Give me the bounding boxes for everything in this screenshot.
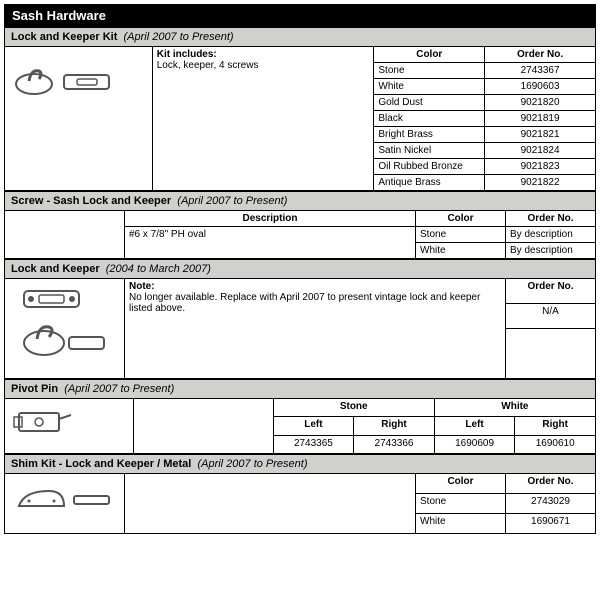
old-lock-icon <box>9 281 119 371</box>
shim-title-italic: (April 2007 to Present) <box>197 458 307 470</box>
pivot-stone-header: Stone <box>273 399 434 417</box>
cell: Right <box>515 417 596 435</box>
old-image-cell <box>5 279 125 379</box>
shim-kit-icon <box>9 476 119 521</box>
old-col-order: Order No. <box>506 279 596 304</box>
screw-col-order: Order No. <box>506 211 596 227</box>
cell: Left <box>434 417 515 435</box>
shim-table: Color Order No. Stone2743029 White169067… <box>4 473 596 534</box>
kit-title-bold: Lock and Keeper Kit <box>11 31 117 43</box>
cell <box>506 329 596 379</box>
cell: White <box>416 514 506 534</box>
screw-col-color: Color <box>416 211 506 227</box>
cell: By description <box>506 243 596 259</box>
old-note-text: No longer available. Replace with April … <box>129 292 480 314</box>
cell: 9021823 <box>485 159 596 175</box>
kit-table: Kit includes: Lock, keeper, 4 screws Col… <box>4 46 596 191</box>
pivot-image-cell <box>5 399 134 454</box>
cell: 1690671 <box>506 514 596 534</box>
screw-desc: #6 x 7/8" PH oval <box>125 227 416 259</box>
old-title-italic: (2004 to March 2007) <box>106 263 211 275</box>
cell: Left <box>273 417 354 435</box>
kit-includes-desc: Lock, keeper, 4 screws <box>157 60 259 71</box>
screw-title-bold: Screw - Sash Lock and Keeper <box>11 195 171 207</box>
lock-keeper-icon <box>9 49 119 99</box>
old-title-bold: Lock and Keeper <box>11 263 100 275</box>
shim-col-color: Color <box>416 474 506 494</box>
cell: Right <box>354 417 435 435</box>
pivot-table: Stone White Left Right Left Right 274336… <box>4 398 596 454</box>
cell: Antique Brass <box>374 175 485 191</box>
section-title-old: Lock and Keeper (2004 to March 2007) <box>4 259 596 278</box>
pivot-spacer <box>133 399 273 454</box>
section-title-screw: Screw - Sash Lock and Keeper (April 2007… <box>4 191 596 210</box>
screw-table: Description Color Order No. #6 x 7/8" PH… <box>4 210 596 259</box>
shim-image-cell <box>5 474 125 534</box>
page-header: Sash Hardware <box>4 4 596 27</box>
kit-includes-label: Kit includes: <box>157 49 217 60</box>
cell: 2743366 <box>354 435 435 453</box>
section-title-kit: Lock and Keeper Kit (April 2007 to Prese… <box>4 27 596 46</box>
kit-col-color: Color <box>374 47 485 63</box>
screw-title-italic: (April 2007 to Present) <box>177 195 287 207</box>
kit-col-order: Order No. <box>485 47 596 63</box>
cell: Stone <box>374 63 485 79</box>
cell: 1690610 <box>515 435 596 453</box>
kit-includes-cell: Kit includes: Lock, keeper, 4 screws <box>152 47 374 191</box>
cell: Satin Nickel <box>374 143 485 159</box>
screw-col-desc: Description <box>125 211 416 227</box>
section-title-shim: Shim Kit - Lock and Keeper / Metal (Apri… <box>4 454 596 473</box>
old-note-label: Note: <box>129 281 155 292</box>
cell: Gold Dust <box>374 95 485 111</box>
shim-col-order: Order No. <box>506 474 596 494</box>
old-table: Note: No longer available. Replace with … <box>4 278 596 379</box>
cell: 9021822 <box>485 175 596 191</box>
cell: 1690609 <box>434 435 515 453</box>
cell: 1690603 <box>485 79 596 95</box>
old-na: N/A <box>506 304 596 329</box>
cell: 9021820 <box>485 95 596 111</box>
cell: Stone <box>416 494 506 514</box>
section-title-pivot: Pivot Pin (April 2007 to Present) <box>4 379 596 398</box>
cell: By description <box>506 227 596 243</box>
cell: 2743367 <box>485 63 596 79</box>
pivot-white-header: White <box>434 399 595 417</box>
old-note-cell: Note: No longer available. Replace with … <box>125 279 506 379</box>
cell: Bright Brass <box>374 127 485 143</box>
pivot-title-italic: (April 2007 to Present) <box>64 383 174 395</box>
cell: Oil Rubbed Bronze <box>374 159 485 175</box>
screw-image-cell <box>5 211 125 259</box>
cell: 9021821 <box>485 127 596 143</box>
cell: Black <box>374 111 485 127</box>
cell: Stone <box>416 227 506 243</box>
cell: 2743365 <box>273 435 354 453</box>
cell: White <box>416 243 506 259</box>
shim-title-bold: Shim Kit - Lock and Keeper / Metal <box>11 458 191 470</box>
pivot-title-bold: Pivot Pin <box>11 383 58 395</box>
cell: 9021824 <box>485 143 596 159</box>
cell: 9021819 <box>485 111 596 127</box>
cell: 2743029 <box>506 494 596 514</box>
kit-image-cell <box>5 47 153 191</box>
cell: White <box>374 79 485 95</box>
pivot-pin-icon <box>9 401 79 441</box>
kit-title-italic: (April 2007 to Present) <box>123 31 233 43</box>
shim-spacer <box>125 474 416 534</box>
